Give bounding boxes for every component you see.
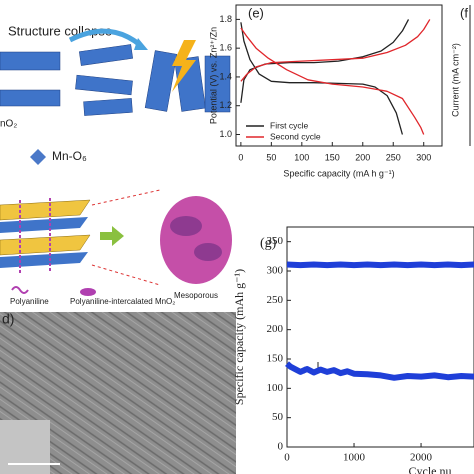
caption: Polyaniline xyxy=(10,297,49,306)
x-tick-label: 1000 xyxy=(343,452,366,464)
y-tick-label: 350 xyxy=(267,235,284,247)
y-tick-label: 1.0 xyxy=(219,129,232,139)
y-axis-label: Potential (V) vs. Zn²⁺/Zn xyxy=(208,27,218,124)
x-tick-label: 100 xyxy=(294,152,309,162)
caption: Polyaniline-intercalated MnO₂ xyxy=(70,297,175,306)
y-tick-label: 1.4 xyxy=(219,71,232,81)
x-tick-label: 150 xyxy=(325,152,340,162)
y-tick-label: 150 xyxy=(267,353,284,365)
y-tick-label: 250 xyxy=(267,294,284,306)
legend-label: Second cycle xyxy=(270,131,321,141)
legend-label: First cycle xyxy=(270,120,309,130)
x-tick-label: 50 xyxy=(266,152,276,162)
x-tick-label: 200 xyxy=(355,152,370,162)
x-tick-label: 0 xyxy=(284,452,290,464)
x-axis-label: Specific capacity (mA h g⁻¹) xyxy=(283,168,394,178)
y-tick-label: 0 xyxy=(278,441,284,453)
panel-label: d) xyxy=(2,311,14,327)
plot-frame xyxy=(286,226,474,448)
data-line xyxy=(286,261,474,269)
tem-image: d) xyxy=(0,311,236,474)
y-tick-label: 1.2 xyxy=(219,100,232,110)
y-tick-label: 1.6 xyxy=(219,43,232,53)
y-axis-label: Specific capacity (mAh g⁻¹) xyxy=(232,269,246,405)
axis-label: Current (mA cm⁻²) xyxy=(450,43,460,117)
data-line xyxy=(285,361,474,381)
x-tick-label: 300 xyxy=(416,152,431,162)
y-tick-label: 1.8 xyxy=(219,14,232,24)
y-tick-label: 100 xyxy=(267,382,284,394)
panel-label: (f xyxy=(460,5,468,20)
x-tick-label: 0 xyxy=(238,152,243,162)
caption: Mn-O₆ xyxy=(52,149,87,163)
panel-label: (e) xyxy=(248,5,264,20)
panel-label: (g) xyxy=(260,236,277,251)
structure-illustration: Structure collapse nO₂ Mn-O₆ Mesoporous … xyxy=(0,23,232,306)
caption: nO₂ xyxy=(0,119,17,130)
x-tick-label: 2000 xyxy=(410,452,433,464)
plot-frame xyxy=(235,4,443,147)
y-tick-label: 300 xyxy=(267,265,284,277)
y-tick-label: 50 xyxy=(272,411,284,423)
data-line xyxy=(240,19,431,135)
y-tick-label: 200 xyxy=(267,323,284,335)
x-axis-label: Cycle nu xyxy=(409,464,452,474)
caption: Mesoporous xyxy=(174,291,218,300)
x-tick-label: 250 xyxy=(386,152,401,162)
data-line xyxy=(240,19,410,135)
